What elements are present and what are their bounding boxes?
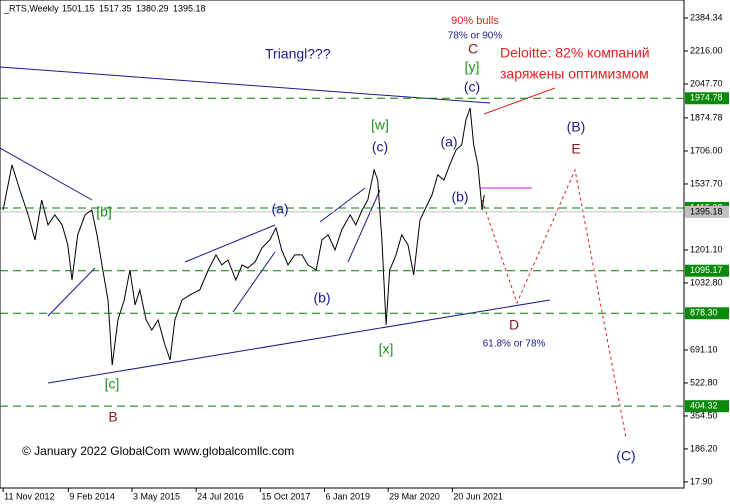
y-tick-label: 354.50 — [690, 410, 718, 420]
level-label-bg — [685, 264, 729, 277]
x-tick-label: 29 Mar 2020 — [389, 491, 440, 501]
y-tick-label: 522.80 — [690, 377, 718, 387]
level-label: 1974.78 — [690, 93, 723, 103]
wave-label: (b) — [451, 189, 468, 205]
ohlc-low: 1380.29 — [136, 3, 169, 13]
wave-label: (C) — [616, 448, 635, 464]
x-tick-label: 24 Jul 2016 — [197, 491, 244, 501]
wave-label: [x] — [379, 341, 394, 357]
annotation: 78% or 90% — [448, 31, 503, 42]
trendline — [347, 189, 381, 263]
x-tick-label: 15 Oct 2017 — [261, 491, 310, 501]
y-tick-label: 2047.70 — [690, 78, 723, 88]
annotation: Triangl??? — [265, 46, 331, 62]
wave-label: (c) — [464, 79, 480, 95]
x-tick-label: 20 Jun 2021 — [453, 491, 503, 501]
wave-label: [b] — [96, 204, 112, 220]
level-label: 878.30 — [690, 308, 718, 318]
price-line-series — [2, 107, 485, 366]
projection — [481, 168, 627, 439]
trendline — [184, 224, 276, 263]
wave-label: (b) — [313, 290, 330, 306]
trendline — [232, 251, 276, 313]
ohlc-close: 1395.18 — [173, 3, 206, 13]
annotation: заряжены оптимизмом — [500, 66, 649, 82]
wave-label: [w] — [371, 117, 389, 133]
trendline — [0, 66, 491, 104]
y-tick-label: 1201.10 — [690, 244, 723, 254]
x-tick-label: 11 Nov 2012 — [4, 491, 54, 501]
trendlines — [0, 66, 551, 384]
wave-label: D — [509, 317, 519, 333]
annotation: Deloitte: 82% компаний — [500, 45, 650, 61]
wave-label: [y] — [465, 59, 480, 75]
level-label-bg — [685, 307, 729, 320]
y-tick-label: 186.20 — [690, 443, 718, 453]
wave-label: (a) — [440, 134, 457, 150]
trendline — [47, 299, 551, 384]
level-label-bg — [685, 92, 729, 105]
wave-label: C — [468, 41, 478, 57]
wave-label: B — [108, 409, 117, 425]
symbol: _RTS,Weekly — [3, 3, 59, 13]
level-label: 404.32 — [690, 401, 718, 411]
wave-label: [c] — [105, 376, 120, 392]
y-tick-label: 691.10 — [690, 344, 718, 354]
y-tick-label: 2216.00 — [690, 45, 723, 55]
wave-label: (a) — [271, 201, 288, 217]
ohlc-open: 1501.15 — [62, 3, 95, 13]
wave-label: (B) — [567, 119, 586, 135]
x-tick-label: 6 Jan 2019 — [326, 491, 371, 501]
wave-label: E — [571, 141, 580, 157]
y-tick-label: 1537.70 — [690, 178, 723, 188]
annotation: 61.8% or 78% — [483, 339, 546, 350]
price-label: 1395.18 — [690, 206, 723, 216]
y-tick-label: 1032.80 — [690, 277, 723, 287]
price-label-bg — [685, 205, 729, 218]
trendline — [47, 267, 96, 317]
level-label-bg — [685, 400, 729, 413]
y-tick-label: 2384.34 — [690, 12, 723, 22]
x-tick-label: 3 May 2015 — [133, 491, 180, 501]
y-tick-label: 1874.78 — [690, 112, 723, 122]
y-tick-label: 17.90 — [690, 476, 713, 486]
trendline — [0, 147, 93, 201]
wave-label: (c) — [372, 139, 388, 155]
y-tick-label: 1706.00 — [690, 145, 723, 155]
trendline — [319, 187, 366, 223]
annotation: 90% bulls — [451, 15, 499, 27]
pointer-line — [483, 87, 556, 115]
copyright: © January 2022 GlobalCom www.globalcomll… — [22, 444, 294, 458]
x-tick-label: 9 Feb 2014 — [69, 491, 115, 501]
ohlc-high: 1517.35 — [99, 3, 132, 13]
level-label: 1095.17 — [690, 265, 723, 275]
